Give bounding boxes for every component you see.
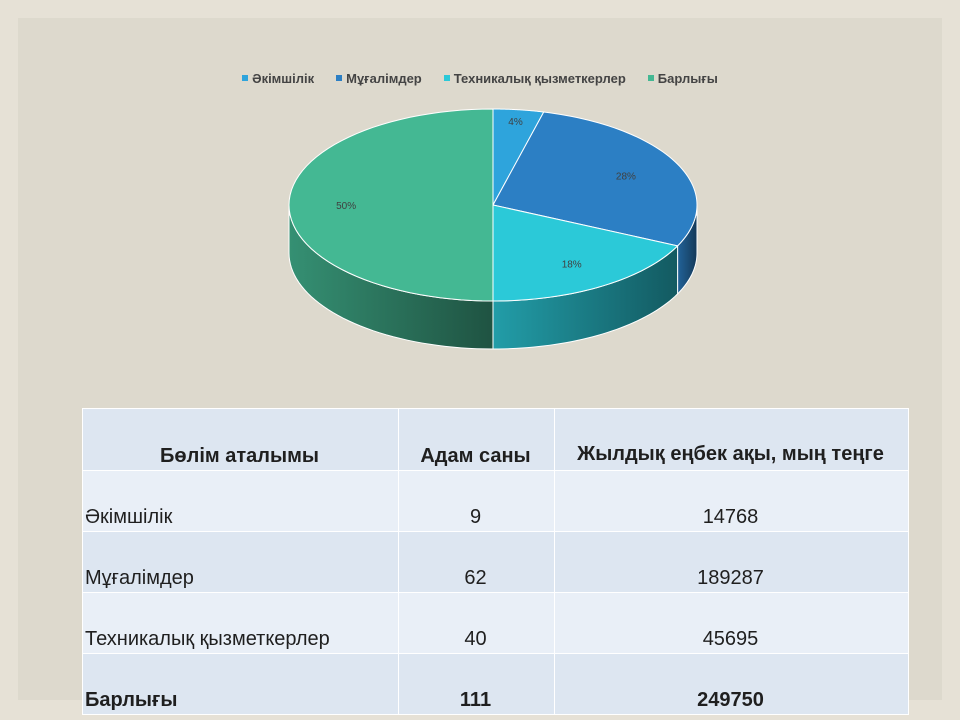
pie-slice-total [288,108,494,302]
pie-chart: Әкімшілік Мұғалімдер Техникалық қызметке… [18,18,942,388]
legend-swatch [443,75,450,81]
header-people-count: Адам саны [398,408,555,471]
pie-label-total: 50% [336,201,356,212]
legend-label: Барлығы [657,70,718,86]
table-row: Техникалық қызметкерлер 40 45695 [82,592,909,654]
pie-label-technical-staff: 18% [562,259,582,270]
legend-item-teachers: Мұғалімдер [336,70,422,86]
cell-annual-salary: 45695 [554,592,909,654]
legend-swatch [647,75,654,81]
legend-label: Әкімшілік [252,70,315,86]
legend-item-technical-staff: Техникалық қызметкерлер [443,70,626,86]
pie-sides [288,204,698,350]
table-row: Әкімшілік 9 14768 [82,470,909,532]
pie-svg: 4% 28% 18% 50% [288,108,698,350]
table-header-row: Бөлім аталымы Адам саны Жылдық еңбек ақы… [82,408,909,471]
cell-people-count: 9 [398,470,555,532]
legend-label: Техникалық қызметкерлер [453,70,626,86]
cell-annual-salary: 249750 [554,653,909,715]
table-total-row: Барлығы 111 249750 [82,653,909,715]
cell-department: Барлығы [82,653,399,715]
cell-people-count: 62 [398,531,555,593]
header-department: Бөлім аталымы [82,408,399,471]
legend-item-total: Барлығы [647,70,718,86]
pie-tops [288,108,698,302]
header-annual-salary: Жылдық еңбек ақы, мың теңге [554,408,909,471]
legend-swatch [336,75,343,81]
cell-annual-salary: 189287 [554,531,909,593]
pie-label-administration: 4% [508,117,523,128]
legend-item-administration: Әкімшілік [242,70,314,86]
pie-label-teachers: 28% [616,172,636,183]
legend-label: Мұғалімдер [346,70,422,86]
cell-department: Мұғалімдер [82,531,399,593]
legend-swatch [242,75,249,81]
cell-annual-salary: 14768 [554,470,909,532]
pie-slice-technical-staff [492,204,679,302]
chart-legend: Әкімшілік Мұғалімдер Техникалық қызметке… [18,70,942,86]
cell-people-count: 111 [398,653,555,715]
cell-people-count: 40 [398,592,555,654]
table-row: Мұғалімдер 62 189287 [82,531,909,593]
cell-department: Әкімшілік [82,470,399,532]
data-table: Бөлім аталымы Адам саны Жылдық еңбек ақы… [82,408,909,715]
slide: Әкімшілік Мұғалімдер Техникалық қызметке… [18,18,942,715]
cell-department: Техникалық қызметкерлер [82,592,399,654]
pie-slice-teachers [492,111,698,247]
pie-data-labels: 4% 28% 18% 50% [336,117,636,270]
